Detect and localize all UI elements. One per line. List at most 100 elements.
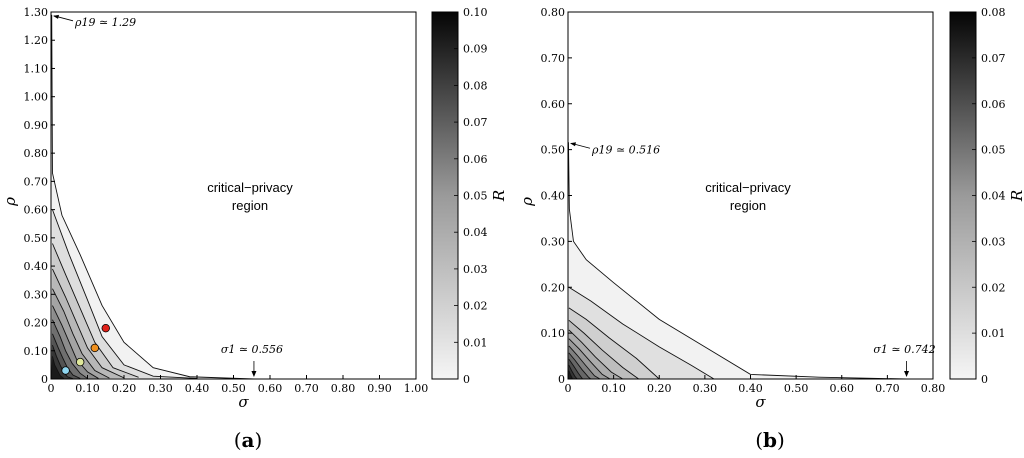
contour-band-1 (568, 142, 907, 379)
contour-line-4 (568, 319, 639, 380)
y-axis-label: ρ (518, 197, 536, 207)
colorbar-label: R (1008, 190, 1024, 202)
colorbar-tick-label: 0.09 (463, 43, 488, 56)
colorbar-tick-label: 0.02 (981, 281, 1006, 294)
region-label-line-1: critical−privacy (705, 180, 791, 195)
y-tick-label: 0.80 (24, 147, 49, 160)
sigma-arrow-head (904, 371, 910, 377)
x-axis-label: σ (238, 393, 249, 411)
panel-label-letter: b (763, 428, 777, 452)
y-tick-label: 0.30 (541, 235, 566, 248)
x-tick-label: 0.70 (875, 382, 900, 395)
x-tick-label: 0 (565, 382, 572, 395)
colorbar-tick-label: 0.08 (463, 79, 488, 92)
y-tick-label: 0 (41, 373, 48, 386)
panel-label-letter: a (242, 428, 255, 452)
region-label-line-2: region (232, 198, 268, 213)
x-tick-label: 0.10 (601, 382, 626, 395)
region-label-line-1: critical−privacy (207, 180, 293, 195)
x-tick-label: 0.90 (367, 382, 392, 395)
x-tick-label: 0.40 (738, 382, 763, 395)
y-axis-label: ρ (1, 197, 19, 207)
y-tick-label: 0.50 (541, 144, 566, 157)
colorbar-tick-label: 0.04 (981, 190, 1006, 203)
x-axis-label: σ (755, 393, 766, 411)
x-tick-label: 0.10 (75, 382, 100, 395)
rho-arrow-head (53, 14, 59, 19)
contour-band-10 (51, 356, 64, 379)
contour-line-6 (52, 305, 99, 379)
colorbar-label: R (490, 190, 508, 202)
y-tick-label: 0.40 (541, 190, 566, 203)
contour-line-2 (568, 286, 715, 380)
sigma-annotation: σ1 ≃ 0.556 (221, 343, 283, 356)
y-tick-label: 0.30 (24, 288, 49, 301)
marker-point-1 (101, 323, 110, 333)
marker-point-2 (90, 343, 99, 353)
y-tick-label: 0.70 (541, 52, 566, 65)
x-tick-label: 0.20 (647, 382, 672, 395)
y-tick-label: 0.70 (24, 175, 49, 188)
contour-line-10 (568, 365, 578, 380)
contour-line-5 (568, 329, 623, 380)
colorbar-tick-label: 0.02 (463, 300, 488, 313)
colorbar-tick-label: 0.03 (981, 235, 1006, 248)
colorbar-tick-label: 0.04 (463, 226, 488, 239)
contour-line-9 (568, 359, 583, 380)
x-tick-label: 0.40 (185, 382, 210, 395)
colorbar-tick-label: 0.07 (981, 52, 1006, 65)
x-tick-label: 0.50 (221, 382, 246, 395)
rho-annotation: ρ19 ≃ 1.29 (74, 16, 136, 29)
y-tick-label: 0.10 (541, 327, 566, 340)
x-tick-label: 0.60 (258, 382, 283, 395)
contour-line-4 (52, 268, 125, 379)
sigma-arrow-head (251, 371, 257, 377)
rho-annotation: ρ19 ≃ 0.516 (591, 143, 660, 156)
y-tick-label: 1.30 (24, 6, 49, 19)
contour-line-8 (568, 352, 592, 380)
contour-line-2 (52, 209, 198, 379)
colorbar (949, 11, 977, 380)
y-tick-label: 0.80 (541, 6, 566, 19)
panel-label-close: ) (777, 428, 785, 452)
marker-point-3 (75, 357, 85, 367)
panel-label-open: ( (755, 428, 763, 452)
y-tick-label: 1.00 (24, 91, 49, 104)
x-tick-label: 0.80 (921, 382, 946, 395)
colorbar-tick-label: 0.10 (463, 6, 488, 19)
x-tick-label: 0.50 (784, 382, 809, 395)
contour-line-10 (52, 356, 65, 379)
contour-line-3 (52, 243, 139, 378)
colorbar-tick-label: 0.01 (463, 336, 488, 349)
contour-line-7 (52, 319, 88, 379)
panel-label-open: ( (234, 428, 242, 452)
colorbar-tick-label: 0.08 (981, 6, 1006, 19)
plot-area (51, 12, 416, 379)
y-tick-label: 0.50 (24, 232, 49, 245)
marker-point-4 (61, 366, 70, 375)
contour-line-8 (52, 333, 81, 379)
x-tick-label: 0.20 (112, 382, 137, 395)
y-tick-label: 0.60 (541, 98, 566, 111)
y-tick-label: 0.90 (24, 119, 49, 132)
x-tick-label: 0.70 (294, 382, 319, 395)
y-tick-label: 0.40 (24, 260, 49, 273)
y-tick-label: 0.10 (24, 345, 49, 358)
contour-line-5 (52, 288, 110, 379)
colorbar-tick-label: 0 (463, 373, 470, 386)
y-tick-label: 0.20 (541, 281, 566, 294)
colorbar-tick-label: 0 (981, 373, 988, 386)
colorbar-tick-label: 0.05 (463, 190, 488, 203)
contour-line-6 (568, 338, 611, 380)
x-tick-label: 0.30 (693, 382, 718, 395)
x-tick-label: 0.60 (830, 382, 855, 395)
y-tick-label: 1.10 (24, 62, 49, 75)
region-label-line-2: region (730, 198, 766, 213)
panel-label: (a) (234, 428, 263, 452)
x-tick-label: 0.30 (148, 382, 173, 395)
colorbar-tick-label: 0.03 (463, 263, 488, 276)
y-tick-label: 0 (558, 373, 565, 386)
x-tick-label: 0 (48, 382, 55, 395)
colorbar-tick-label: 0.06 (463, 153, 488, 166)
